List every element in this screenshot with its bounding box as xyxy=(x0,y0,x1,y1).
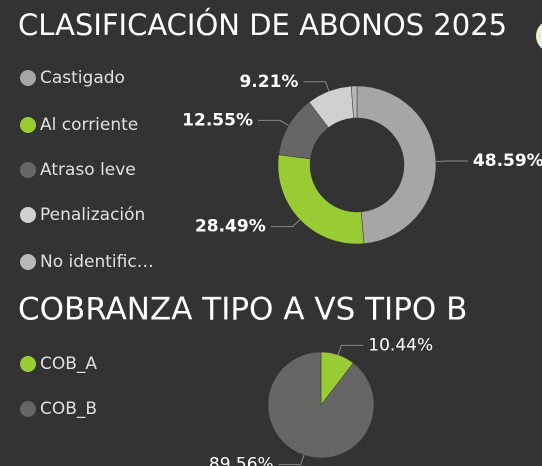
legend-marker xyxy=(20,117,36,133)
leader-line xyxy=(257,119,289,126)
slice xyxy=(277,154,365,245)
chart-title: COBRANZA TIPO A VS TIPO B xyxy=(18,292,467,328)
data-label: 89.56% xyxy=(209,455,274,466)
legend-marker xyxy=(20,207,36,223)
legend-label: COB_A xyxy=(40,354,97,374)
legend-label: Atraso leve xyxy=(40,160,136,180)
legend-label: Penalización xyxy=(40,205,145,225)
legend-marker xyxy=(20,401,36,417)
data-label: 12.55% xyxy=(182,110,253,130)
data-label: 48.59% xyxy=(473,151,542,171)
legend-marker xyxy=(20,254,36,270)
decoration xyxy=(536,23,542,49)
slice xyxy=(267,351,375,459)
legend-marker xyxy=(20,70,36,86)
chart-title: CLASIFICACIÓN DE ABONOS 2025 xyxy=(18,8,507,42)
leader-line xyxy=(270,219,301,228)
data-label: 10.44% xyxy=(368,335,433,355)
legend-label: Al corriente xyxy=(40,115,138,135)
leader-line xyxy=(278,455,305,466)
legend-marker xyxy=(20,356,36,372)
data-label: 9.21% xyxy=(239,72,298,92)
slice xyxy=(356,85,437,244)
leader-line xyxy=(303,81,330,92)
leader-line xyxy=(337,344,364,355)
slice xyxy=(350,85,358,119)
legend-label: No identific… xyxy=(40,252,154,272)
legend-label: Castigado xyxy=(40,68,125,88)
legend-marker xyxy=(20,162,36,178)
data-label: 28.49% xyxy=(195,217,266,237)
legend-label: COB_B xyxy=(40,399,97,419)
